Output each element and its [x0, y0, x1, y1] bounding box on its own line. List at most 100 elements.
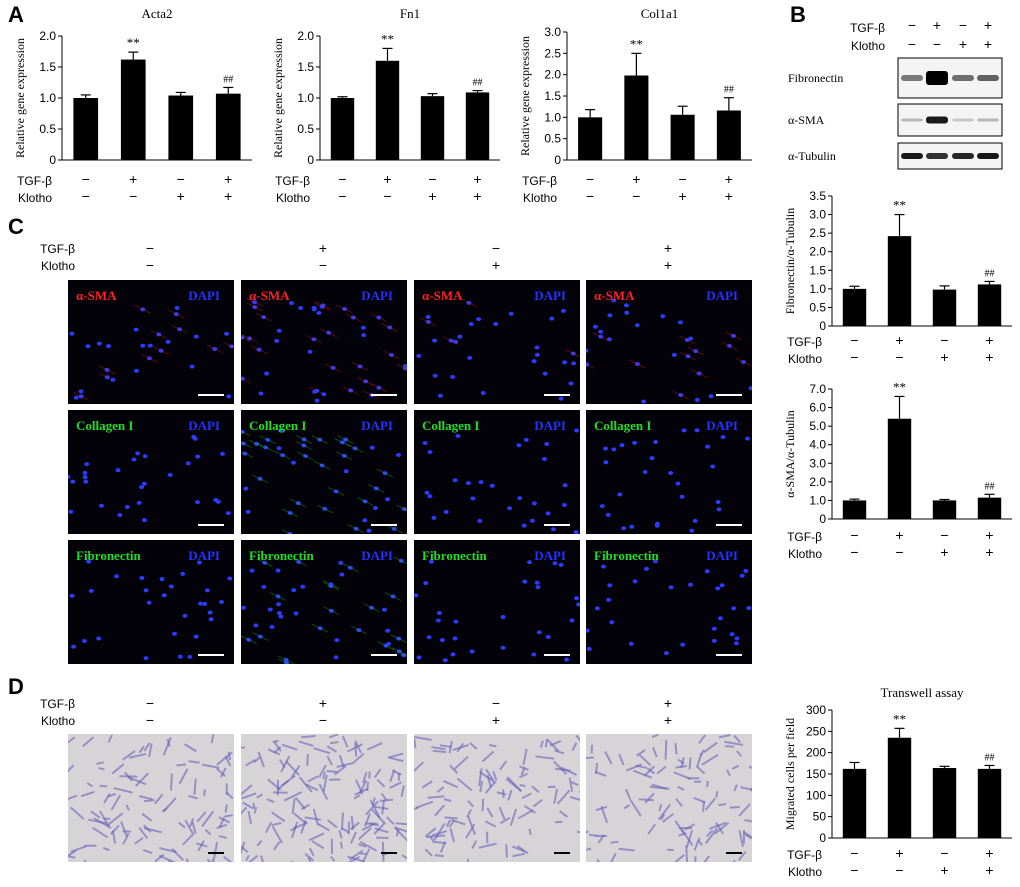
tgf-sign: − [959, 17, 967, 33]
tgf-sign: + [985, 332, 993, 348]
blot-band [926, 153, 948, 159]
stain-label: Collagen I [422, 418, 480, 433]
tgf-sign: + [664, 695, 672, 711]
scale-bar [544, 654, 570, 656]
cell-nuclei [599, 428, 750, 533]
bar [887, 418, 912, 519]
klotho-sign: − [895, 349, 903, 365]
y-tick-label: 0.5 [544, 132, 561, 146]
blot-band [901, 75, 923, 81]
y-tick-label: 2.0 [809, 475, 826, 489]
western-blot: − − + − − + + + TGF-β Klotho Fibronectin α-SMA α-Tub… [788, 17, 1003, 170]
y-tick-label: 250 [806, 724, 826, 738]
tgf-sign: − [679, 171, 687, 187]
klotho-label: Klotho [851, 39, 885, 53]
klotho-sign: + [224, 188, 232, 204]
bar [887, 737, 912, 838]
micrograph: Fibronectin DAPI [68, 540, 234, 664]
y-tick-label: 3.5 [809, 189, 826, 203]
tgf-label: TGF-β [40, 242, 75, 256]
tgf-label: TGF-β [275, 174, 310, 188]
klotho-sign: − [850, 544, 858, 560]
tgf-sign: − [850, 527, 858, 543]
tgf-sign: + [985, 527, 993, 543]
klotho-sign: − [632, 188, 640, 204]
tgf-sign: − [338, 171, 346, 187]
y-tick-label: 2.0 [809, 245, 826, 259]
micrograph: α-SMA DAPI [68, 280, 234, 404]
blot-band [977, 75, 999, 81]
tgf-sign: + [895, 845, 903, 861]
chart-title: Fn1 [400, 6, 420, 21]
y-tick-label: 2.5 [809, 226, 826, 240]
klotho-sign: − [338, 188, 346, 204]
chart-title: Acta2 [141, 6, 172, 21]
klotho-sign: + [940, 862, 948, 878]
micrograph: Collagen I DAPI [68, 410, 234, 534]
stained-cells [68, 734, 234, 862]
scale-bar [716, 394, 742, 396]
y-axis-label: α-SMA/α-Tubulin [783, 410, 797, 498]
klotho-sign: − [146, 257, 154, 273]
klotho-label: Klotho [41, 714, 75, 728]
cell-nuclei [416, 298, 580, 401]
scale-bar [726, 852, 742, 854]
dapi-label: DAPI [706, 288, 738, 303]
micrograph: α-SMA DAPI [414, 280, 580, 404]
tgf-sign: − [177, 171, 185, 187]
tgf-sign: − [940, 527, 948, 543]
tgf-sign: + [933, 17, 941, 33]
klotho-sign: − [319, 257, 327, 273]
bar [420, 96, 445, 160]
scale-bar [381, 852, 397, 854]
y-tick-label: 1.5 [297, 60, 314, 74]
cell-nuclei [422, 428, 580, 534]
scale-bar [544, 394, 570, 396]
significance-label: ## [724, 85, 734, 96]
scale-bar [716, 524, 742, 526]
y-tick-label: 7.0 [809, 382, 826, 396]
scale-bar [198, 524, 224, 526]
klotho-sign: + [985, 862, 993, 878]
tgf-label: TGF-β [17, 174, 52, 188]
dapi-label: DAPI [188, 288, 220, 303]
bar [842, 500, 867, 519]
y-tick-label: 2.0 [544, 68, 561, 82]
klotho-label: Klotho [18, 191, 52, 205]
stain-label: α-SMA [594, 288, 635, 303]
y-tick-label: 5.0 [809, 419, 826, 433]
y-axis-label: Relative gene expression [518, 36, 532, 156]
klotho-sign: + [473, 188, 481, 204]
bar [932, 289, 957, 326]
klotho-sign: + [940, 544, 948, 560]
chart-transwell: Transwell assay 0 50 100 150 200 250 300 Migrate… [783, 685, 1012, 879]
bar [73, 98, 99, 160]
tgf-sign: + [985, 845, 993, 861]
bar [330, 98, 355, 160]
y-tick-label: 0 [49, 153, 56, 167]
y-tick-label: 150 [806, 767, 826, 781]
y-tick-label: 1.0 [39, 91, 56, 105]
dapi-label: DAPI [706, 418, 738, 433]
scale-bar [208, 852, 224, 854]
cell-nuclei [414, 559, 580, 663]
transwell-image-4 [586, 734, 752, 862]
y-tick-label: 1.0 [544, 110, 561, 124]
cell-nuclei [69, 304, 234, 401]
micrograph: Collagen I DAPI [241, 410, 407, 534]
blot-band [977, 118, 999, 122]
y-tick-label: 1.5 [809, 263, 826, 277]
y-tick-label: 3.0 [809, 208, 826, 222]
y-tick-label: 100 [806, 788, 826, 802]
klotho-sign: + [940, 349, 948, 365]
tgf-sign: − [586, 171, 594, 187]
significance-label: ## [473, 78, 483, 89]
micrograph: α-SMA DAPI [241, 280, 407, 404]
klotho-sign: + [428, 188, 436, 204]
significance-label: ** [893, 198, 906, 213]
chart-sma-tubulin: 01.02.03.04.05.06.07.0α-SMA/α-Tubulin−−*… [783, 379, 1012, 561]
klotho-sign: − [146, 712, 154, 728]
tgf-sign: + [224, 171, 232, 187]
bar [842, 288, 867, 326]
y-axis-label: Migrated cells per field [783, 718, 797, 830]
